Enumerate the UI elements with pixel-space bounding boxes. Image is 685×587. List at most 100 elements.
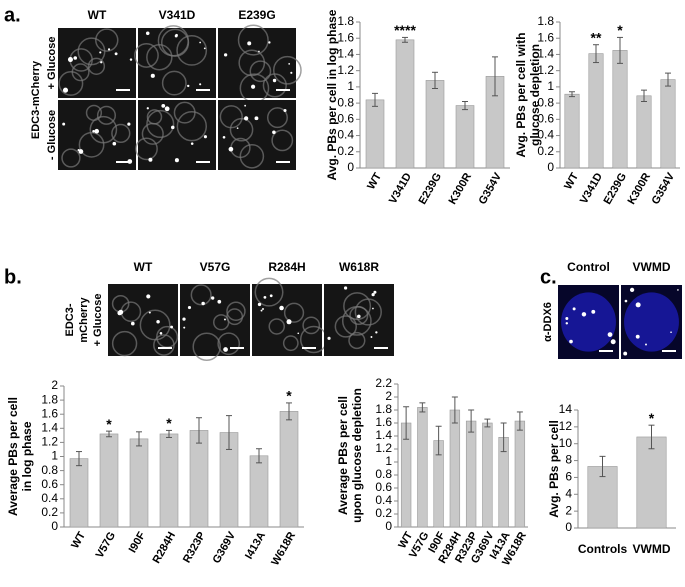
y-tick-label: 2 xyxy=(51,378,58,392)
x-tick-label: W618R xyxy=(269,530,298,568)
granule xyxy=(268,41,271,44)
y-tick-label: 0.2 xyxy=(537,144,554,158)
y-tick-label: 0.2 xyxy=(375,506,392,520)
granule xyxy=(257,302,262,307)
cell xyxy=(176,35,208,66)
y-tick-label: 1.2 xyxy=(337,63,354,77)
cell xyxy=(239,143,265,169)
cell xyxy=(237,24,269,56)
x-tick-label: V341D xyxy=(387,171,414,206)
y-tick-label: 0 xyxy=(347,160,354,174)
y-tick-label: 0.8 xyxy=(375,467,392,481)
granule xyxy=(114,52,118,56)
granule xyxy=(67,57,73,63)
bar xyxy=(69,458,89,528)
granule xyxy=(610,339,616,345)
granule xyxy=(272,130,276,135)
cell xyxy=(302,316,321,335)
cell xyxy=(58,70,84,96)
granule xyxy=(107,48,111,51)
granule xyxy=(174,34,178,38)
granule xyxy=(250,84,256,89)
cell xyxy=(85,104,103,122)
cell xyxy=(139,309,171,341)
granule xyxy=(148,157,153,162)
y-axis-label: Avg. PBs per cell in log phase xyxy=(325,9,339,180)
x-tick-label: WT xyxy=(365,171,384,192)
granule xyxy=(236,127,239,130)
cell xyxy=(268,318,285,335)
cell xyxy=(343,292,372,321)
granule xyxy=(254,116,259,121)
significance-label: ** xyxy=(591,29,602,45)
granule xyxy=(286,319,292,325)
x-tick-label: Controls xyxy=(578,542,628,556)
y-tick-label: 1.8 xyxy=(537,14,554,28)
y-tick-label: 1.4 xyxy=(375,428,392,442)
cell xyxy=(348,331,366,350)
cell xyxy=(61,148,81,168)
significance-label: * xyxy=(166,415,172,431)
image-side-label: mCherry xyxy=(78,297,90,343)
cell xyxy=(176,111,208,142)
granule xyxy=(635,334,640,339)
image-row-label: + Glucose xyxy=(46,37,58,90)
cell xyxy=(254,277,284,307)
granule xyxy=(624,299,628,303)
granule xyxy=(159,332,163,335)
cell xyxy=(249,60,272,83)
cell xyxy=(78,131,105,158)
granule xyxy=(201,301,205,306)
cell xyxy=(87,57,106,75)
y-tick-label: 6 xyxy=(565,470,572,484)
bar xyxy=(612,50,628,169)
cell xyxy=(212,314,230,331)
y-tick-label: 0.6 xyxy=(41,477,58,491)
granule xyxy=(187,305,192,310)
cell xyxy=(135,137,158,161)
granule xyxy=(263,296,267,299)
bar xyxy=(482,422,493,528)
micrograph xyxy=(58,100,136,170)
granule xyxy=(127,122,131,126)
granule xyxy=(217,299,222,304)
granule xyxy=(62,87,69,93)
y-tick-label: 4 xyxy=(565,486,572,500)
granule xyxy=(373,290,377,294)
y-tick-label: 2 xyxy=(385,389,392,403)
x-tick-label: K300R xyxy=(447,171,475,207)
granule xyxy=(572,307,576,311)
granule xyxy=(78,149,84,154)
granule xyxy=(269,294,273,298)
granule xyxy=(375,331,378,334)
granule xyxy=(290,71,293,74)
granule xyxy=(161,103,166,108)
significance-label: * xyxy=(286,388,292,404)
y-tick-label: 0.2 xyxy=(41,505,58,519)
cell xyxy=(161,70,187,96)
cell xyxy=(192,332,221,361)
granule xyxy=(99,51,102,54)
granule xyxy=(247,41,252,46)
image-column-label: R284H xyxy=(268,260,305,274)
cell xyxy=(229,117,254,142)
granule xyxy=(187,84,190,88)
bar xyxy=(99,433,119,528)
image-column-label: WT xyxy=(134,260,153,274)
granule xyxy=(211,296,215,300)
image-column-label: WT xyxy=(88,8,107,22)
granule xyxy=(223,53,228,57)
granule xyxy=(203,47,206,50)
cell xyxy=(71,63,90,82)
y-tick-label: 1.4 xyxy=(537,47,554,61)
nucleus xyxy=(561,292,616,352)
granule xyxy=(272,78,277,83)
x-tick-label: I413A xyxy=(243,530,268,561)
y-tick-label: 8 xyxy=(565,453,572,467)
x-tick-label: E239G xyxy=(417,171,445,207)
granule xyxy=(372,307,374,310)
panel-label: a. xyxy=(4,4,21,26)
granule xyxy=(130,321,135,326)
bar xyxy=(636,436,667,529)
granule xyxy=(288,63,291,65)
